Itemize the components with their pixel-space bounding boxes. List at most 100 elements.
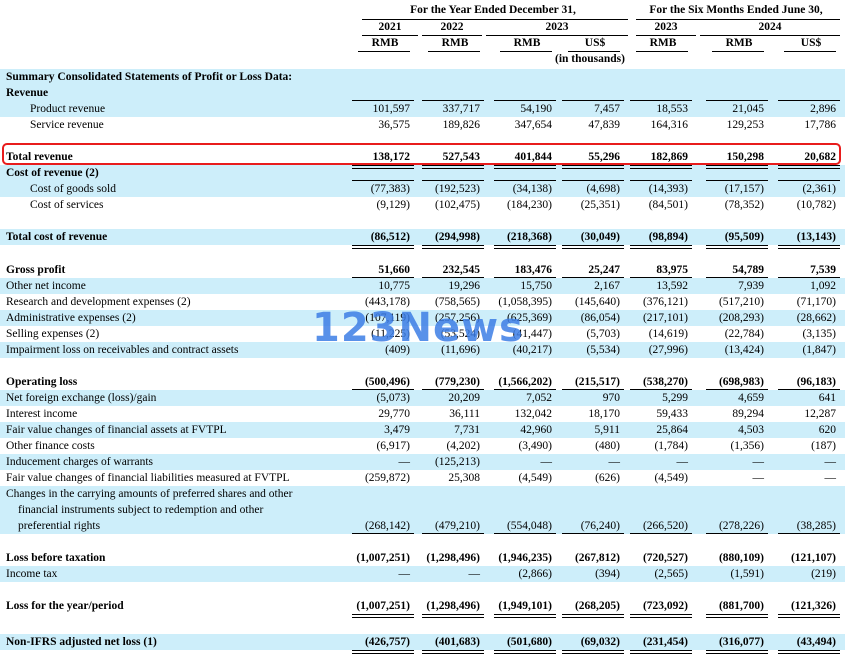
table-row: Loss for the year/period (1,007,251) (1,29…	[0, 598, 845, 614]
value-cell: —	[540, 456, 553, 468]
value-cell: (17,157)	[724, 183, 764, 195]
currency-rule	[428, 51, 480, 52]
value-cell: —	[752, 472, 765, 484]
value-cell: (1,591)	[730, 568, 764, 580]
value-cell: (2,565)	[654, 568, 688, 580]
sum-rule	[778, 100, 840, 101]
row-label: Selling expenses (2)	[6, 328, 100, 340]
value-cell: (219)	[811, 568, 836, 580]
value-cell: 15,750	[520, 280, 552, 292]
value-cell: (28,662)	[796, 312, 836, 324]
value-cell: 4,503	[738, 424, 764, 436]
table-row: Non-IFRS adjusted net loss (1) (426,757) (…	[0, 634, 845, 650]
value-cell: (409)	[385, 344, 410, 356]
value-cell: 5,299	[662, 392, 688, 404]
value-cell: (11,696)	[441, 344, 480, 356]
value-cell: (268,142)	[364, 520, 410, 532]
value-cell: 7,539	[810, 264, 836, 276]
value-cell: (4,549)	[518, 472, 552, 484]
value-cell: 55,296	[588, 151, 620, 163]
table-row: Operating loss (500,496) (779,230) (1,566,2…	[0, 374, 845, 390]
value-cell: (2,866)	[518, 568, 552, 580]
value-cell: (1,946,235)	[498, 552, 552, 564]
sum-rule	[706, 533, 768, 534]
value-cell: 401,844	[514, 151, 552, 163]
currency-rule	[712, 51, 764, 52]
value-cell: 337,717	[442, 103, 480, 115]
value-cell: 138,172	[372, 151, 410, 163]
value-cell: 25,308	[448, 472, 480, 484]
value-cell: (758,565)	[434, 296, 480, 308]
sum-rule	[706, 389, 768, 390]
value-cell: 3,479	[384, 424, 410, 436]
sum-rule	[778, 277, 840, 278]
double-rule	[562, 165, 624, 169]
value-cell: 527,543	[442, 151, 480, 163]
sum-rule	[352, 277, 414, 278]
double-rule	[494, 165, 556, 169]
value-cell: 182,869	[650, 151, 688, 163]
value-cell: (5,534)	[586, 344, 620, 356]
value-cell: (38,285)	[796, 520, 836, 532]
row-label: Total revenue	[6, 151, 73, 163]
value-cell: (554,048)	[506, 520, 552, 532]
double-rule	[706, 245, 768, 249]
double-rule	[778, 614, 840, 618]
currency-rule	[636, 51, 688, 52]
value-cell: (22,784)	[724, 328, 764, 340]
double-rule	[562, 245, 624, 249]
sum-rule	[422, 277, 484, 278]
value-cell: 18,553	[656, 103, 688, 115]
value-cell: (96,183)	[796, 376, 836, 388]
row-label: Product revenue	[30, 103, 106, 115]
header-rule	[422, 35, 482, 36]
row-label-continued: financial instruments subject to redempt…	[18, 504, 264, 516]
double-rule	[422, 614, 484, 618]
value-cell: (95,509)	[724, 231, 764, 243]
sum-rule	[562, 389, 624, 390]
value-cell: (257,256)	[434, 312, 480, 324]
value-cell: (698,983)	[718, 376, 764, 388]
value-cell: 20,682	[804, 151, 836, 163]
value-cell: 132,042	[514, 408, 552, 420]
sum-rule	[630, 277, 692, 278]
value-cell: (443,178)	[364, 296, 410, 308]
value-cell: (40,217)	[512, 344, 552, 356]
value-cell: (13,143)	[796, 231, 836, 243]
header-rule	[486, 35, 628, 36]
currency-rule	[358, 51, 410, 52]
value-cell: (43,494)	[796, 636, 836, 648]
value-cell: (626)	[595, 472, 620, 484]
value-cell: 59,433	[656, 408, 688, 420]
header-rule	[636, 19, 840, 20]
value-cell: (1,298,496)	[426, 600, 480, 612]
value-cell: (30,049)	[580, 231, 620, 243]
value-cell: (27,996)	[648, 344, 688, 356]
sum-rule	[422, 100, 484, 101]
value-cell: —	[824, 456, 837, 468]
double-rule	[706, 165, 768, 169]
value-cell: (1,784)	[654, 440, 688, 452]
value-cell: (14,619)	[648, 328, 688, 340]
value-cell: (720,527)	[642, 552, 688, 564]
table-row: Loss before taxation (1,007,251) (1,298,49…	[0, 550, 845, 566]
table-row: Total cost of revenue (86,512) (294,998) (2…	[0, 229, 845, 245]
sum-rule	[352, 180, 414, 181]
value-cell: 25,864	[656, 424, 688, 436]
value-cell: 18,170	[588, 408, 620, 420]
value-cell: (1,949,101)	[498, 600, 552, 612]
value-cell: (76,240)	[580, 520, 620, 532]
table-row: Gross profit 51,660 232,545 183,476 25,247 83…	[0, 262, 845, 278]
value-cell: 970	[602, 392, 620, 404]
value-cell: 89,294	[732, 408, 764, 420]
value-cell: 164,316	[650, 119, 688, 131]
value-cell: (53,524)	[440, 328, 480, 340]
value-cell: (880,109)	[718, 552, 764, 564]
value-cell: 7,052	[526, 392, 552, 404]
sum-rule	[494, 180, 556, 181]
double-rule	[630, 165, 692, 169]
value-cell: —	[752, 456, 765, 468]
value-cell: 36,575	[378, 119, 410, 131]
header-six-month-group: For the Six Months Ended June 30,	[649, 4, 823, 16]
value-cell: (479,210)	[434, 520, 480, 532]
